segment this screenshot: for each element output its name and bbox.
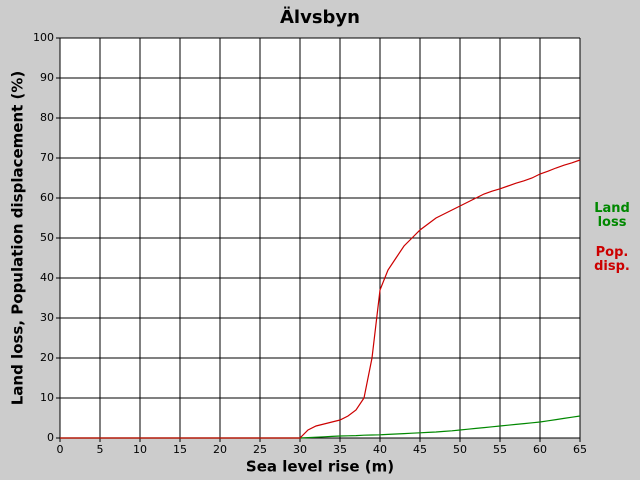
x-tick-label: 30 [293,443,307,456]
x-tick-label: 15 [173,443,187,456]
chart-title: Älvsbyn [280,6,360,28]
x-tick-label: 55 [493,443,507,456]
x-tick-label: 60 [533,443,547,456]
y-tick-label: 10 [40,391,54,404]
y-tick-label: 50 [40,231,54,244]
x-tick-label: 0 [57,443,64,456]
x-tick-label: 65 [573,443,587,456]
y-tick-label: 40 [40,271,54,284]
x-tick-label: 40 [373,443,387,456]
y-axis-label: Land loss, Population displacement (%) [9,71,27,406]
y-tick-label: 30 [40,311,54,324]
x-axis-label: Sea level rise (m) [246,458,394,476]
x-tick-label: 50 [453,443,467,456]
x-tick-label: 5 [97,443,104,456]
legend-entry: Pop. disp. [594,245,630,274]
y-tick-label: 80 [40,111,54,124]
x-tick-label: 45 [413,443,427,456]
x-tick-label: 10 [133,443,147,456]
series-line [60,415,581,439]
y-tick-label: 60 [40,191,54,204]
x-tick-label: 35 [333,443,347,456]
x-tick-label: 20 [213,443,227,456]
y-tick-label: 20 [40,351,54,364]
y-tick-label: 0 [47,431,54,444]
series-line [60,159,581,439]
y-tick-label: 100 [33,31,54,44]
x-tick-label: 25 [253,443,267,456]
y-tick-label: 90 [40,71,54,84]
y-tick-label: 70 [40,151,54,164]
legend-entry: Land loss [594,201,630,230]
